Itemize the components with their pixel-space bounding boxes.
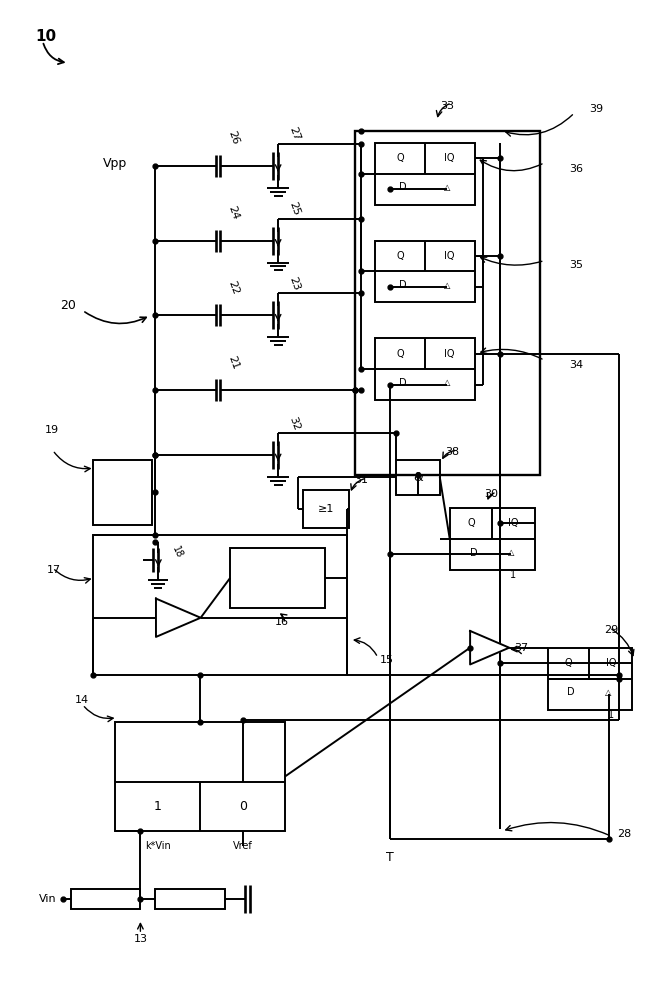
Text: 31: 31 [354,475,368,485]
Text: 23: 23 [287,275,301,292]
Text: IQ: IQ [444,349,455,359]
Text: 0: 0 [239,800,247,813]
Text: D: D [568,687,575,697]
Text: 38: 38 [445,447,459,457]
Bar [375,143,475,205]
Bar [93,460,153,525]
Bar [71,889,140,909]
Text: △: △ [508,548,514,557]
Text: 27: 27 [287,125,301,142]
Text: 21: 21 [226,354,241,371]
Text: &: & [413,471,422,484]
Bar [355,131,539,475]
Text: 34: 34 [570,360,584,370]
Text: 25: 25 [287,200,301,217]
Text: 28: 28 [617,829,632,839]
Text: 36: 36 [570,164,584,174]
Text: D: D [399,378,407,388]
Text: k*Vin: k*Vin [145,841,171,851]
Text: 30: 30 [485,489,498,499]
Text: IQ: IQ [444,153,455,163]
Text: 1: 1 [607,710,613,720]
Text: 1: 1 [154,800,162,813]
Text: △: △ [444,183,450,192]
Text: 29: 29 [604,625,619,635]
Text: Q: Q [396,349,404,359]
Text: Q: Q [467,518,475,528]
Text: 39: 39 [590,104,603,114]
Text: 33: 33 [440,101,453,111]
Text: Q: Q [396,251,404,261]
Text: 35: 35 [570,260,584,270]
Text: IQ: IQ [606,658,617,668]
Text: 17: 17 [46,565,61,575]
Text: Vref: Vref [233,841,253,851]
Text: 22: 22 [226,279,241,296]
Bar [303,490,349,528]
Text: 24: 24 [226,204,241,221]
Text: 10: 10 [36,29,57,44]
Text: IQ: IQ [444,251,455,261]
Text: Vpp: Vpp [103,157,128,170]
Bar [93,535,347,675]
Text: 13: 13 [134,934,147,944]
Text: △: △ [444,378,450,387]
Bar [396,460,440,495]
Bar [547,648,633,710]
Text: △: △ [444,281,450,290]
Text: 18: 18 [171,544,184,560]
Bar [375,241,475,302]
Bar [449,508,535,570]
Text: Vin: Vin [38,894,56,904]
Text: Q: Q [396,153,404,163]
Text: 26: 26 [226,129,241,146]
Bar [155,889,225,909]
Text: D: D [399,182,407,192]
Text: 15: 15 [380,655,394,665]
Text: D: D [470,548,477,558]
Bar [230,548,325,608]
Text: Q: Q [565,658,572,668]
Text: ≥1: ≥1 [318,504,334,514]
Text: 32: 32 [287,415,301,432]
Polygon shape [470,631,509,664]
Bar [375,338,475,400]
Text: T: T [386,851,394,864]
Text: 20: 20 [61,299,77,312]
Text: 16: 16 [275,617,289,627]
Text: 19: 19 [44,425,59,435]
Text: 37: 37 [514,643,528,653]
Text: 14: 14 [75,695,89,705]
Text: 1: 1 [510,570,516,580]
Text: △: △ [605,688,612,697]
Text: D: D [399,280,407,290]
Polygon shape [156,599,201,637]
Text: IQ: IQ [508,518,519,528]
Bar [116,722,285,831]
